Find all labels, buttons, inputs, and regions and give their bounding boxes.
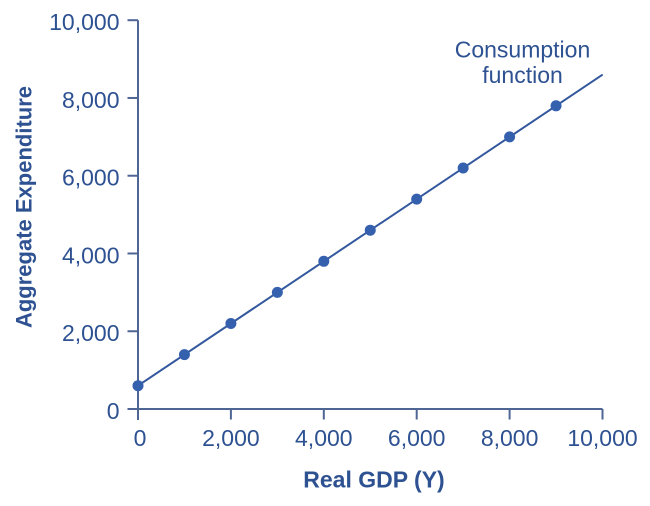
svg-text:2,000: 2,000 — [202, 425, 260, 451]
svg-text:4,000: 4,000 — [295, 425, 353, 451]
svg-text:8,000: 8,000 — [481, 425, 539, 451]
svg-text:function: function — [482, 62, 563, 88]
svg-text:0: 0 — [134, 425, 147, 451]
svg-text:6,000: 6,000 — [388, 425, 446, 451]
svg-text:Consumption: Consumption — [455, 37, 591, 63]
svg-text:8,000: 8,000 — [62, 87, 120, 113]
svg-text:2,000: 2,000 — [62, 320, 120, 346]
svg-text:6,000: 6,000 — [62, 165, 120, 191]
svg-text:10,000: 10,000 — [567, 425, 637, 451]
svg-text:0: 0 — [107, 398, 120, 424]
svg-text:4,000: 4,000 — [62, 242, 120, 268]
svg-text:Aggregate Expenditure: Aggregate Expenditure — [12, 86, 37, 328]
svg-text:Real GDP (Y): Real GDP (Y) — [303, 467, 444, 493]
svg-text:10,000: 10,000 — [49, 9, 119, 35]
